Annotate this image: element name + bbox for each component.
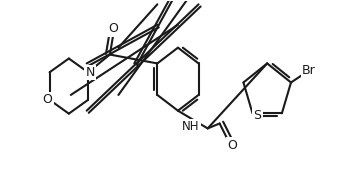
Text: S: S: [253, 109, 262, 122]
Text: N: N: [85, 66, 95, 79]
Text: NH: NH: [182, 120, 199, 133]
Text: O: O: [227, 139, 237, 152]
Text: O: O: [43, 93, 53, 106]
Text: O: O: [108, 22, 118, 35]
Text: Br: Br: [302, 64, 316, 77]
